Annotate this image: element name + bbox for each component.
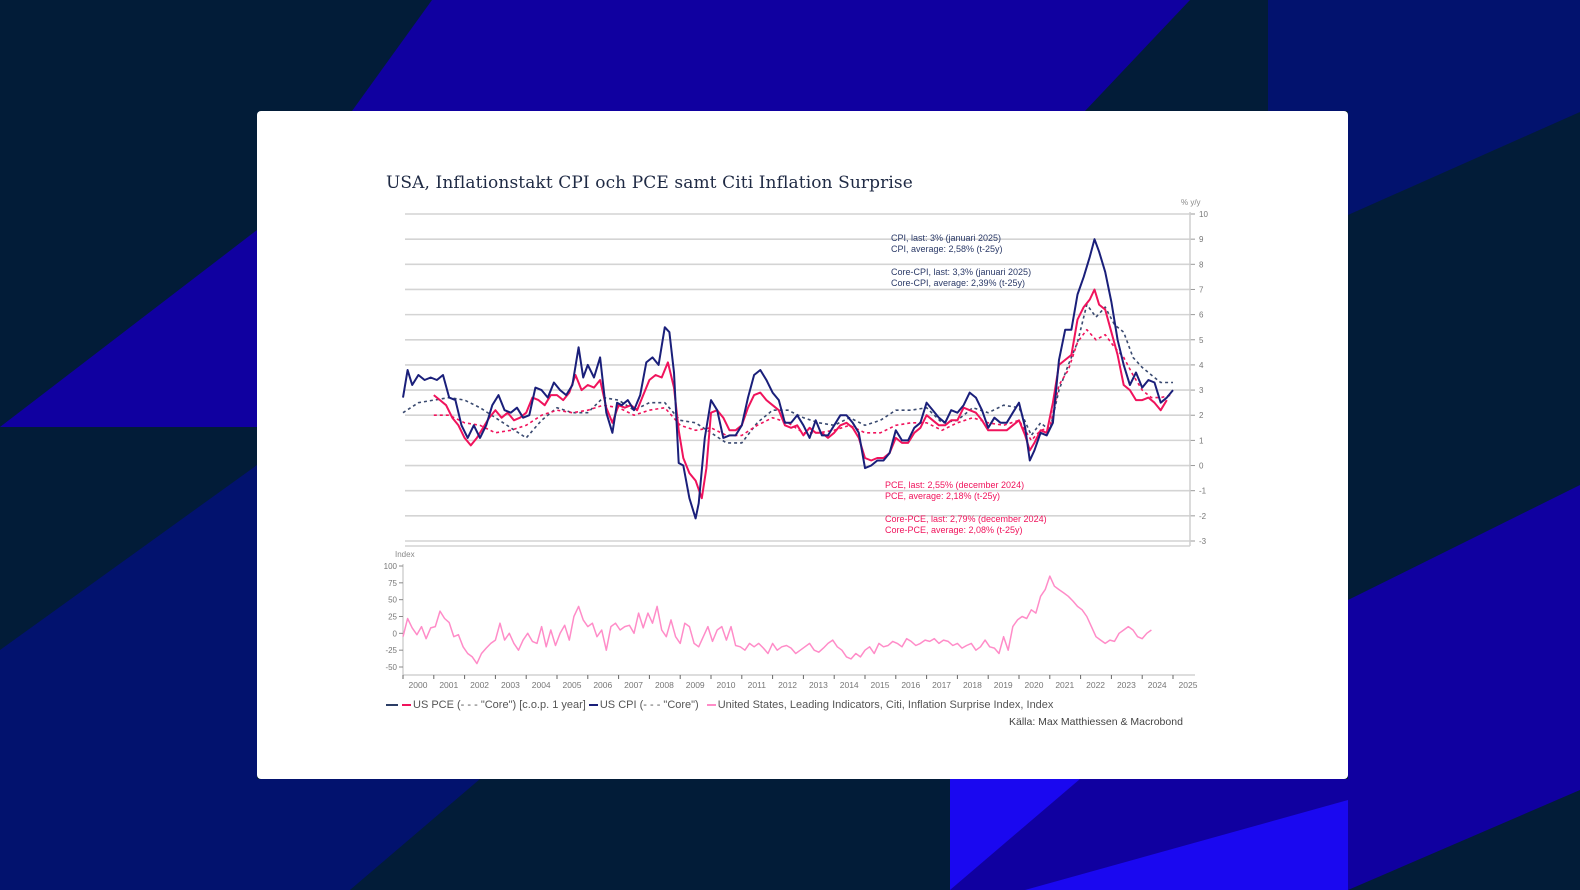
- sub-y-tick-label: -50: [385, 663, 397, 672]
- bg-band-top: [352, 0, 1190, 111]
- sub-y-tick-label: 25: [388, 613, 397, 622]
- x-tick-label: 2024: [1148, 680, 1167, 690]
- legend-citi-label: United States, Leading Indicators, Citi,…: [717, 699, 1054, 711]
- bg-band-right-mid: [1348, 485, 1580, 890]
- annotations: CPI, last: 3% (januari 2025)CPI, average…: [885, 233, 1047, 535]
- series-us-cpi: [402, 238, 1174, 520]
- bg-band-bottom-left: [257, 779, 480, 890]
- y-tick-label: 5: [1199, 336, 1204, 345]
- x-tick-label: 2005: [563, 680, 582, 690]
- x-tick-label: 2020: [1025, 680, 1044, 690]
- chart-title: USA, Inflationstakt CPI och PCE samt Cit…: [386, 173, 913, 193]
- legend-core-dash-swatch: [386, 704, 398, 706]
- x-tick-label: 2019: [994, 680, 1013, 690]
- x-tick-label: 2007: [624, 680, 643, 690]
- bg-band-right-bottom: [1348, 790, 1580, 890]
- x-tick-label: 2013: [809, 680, 828, 690]
- y-tick-label: 1: [1199, 436, 1204, 445]
- annotation-pce: PCE, average: 2,18% (t-25y): [885, 491, 1000, 501]
- x-tick-label: 2017: [932, 680, 951, 690]
- series-us-core-cpi: [402, 303, 1173, 444]
- x-tick-label: 2009: [686, 680, 705, 690]
- x-tick-label: 2003: [501, 680, 520, 690]
- series-us-pce: [433, 288, 1168, 500]
- x-tick-label: 2000: [409, 680, 428, 690]
- annotation-core-pce: Core-PCE, average: 2,08% (t-25y): [885, 525, 1023, 535]
- legend: US PCE (- - - "Core") [c.o.p. 1 year] US…: [386, 699, 1053, 711]
- x-tick-label: 2021: [1055, 680, 1074, 690]
- x-tick-label: 2023: [1117, 680, 1136, 690]
- main-gridlines: [405, 213, 1190, 547]
- sub-y-tick-label: 75: [388, 579, 397, 588]
- y-tick-label: -2: [1199, 512, 1207, 521]
- annotation-core-cpi: Core-CPI, average: 2,39% (t-25y): [891, 278, 1025, 288]
- x-tick-label: 2018: [963, 680, 982, 690]
- bg-band-left: [0, 230, 257, 427]
- series-citi-surprise: [402, 575, 1152, 665]
- legend-cpi-label: US CPI (- - - "Core"): [599, 699, 699, 711]
- series-us-core-pce: [433, 328, 1172, 442]
- bg-band-left-bottom: [0, 465, 257, 890]
- x-tick-label: 2016: [901, 680, 920, 690]
- legend-citi-swatch: [706, 704, 716, 706]
- annotation-cpi: CPI, average: 2,58% (t-25y): [891, 244, 1003, 254]
- y-tick-label: 9: [1199, 235, 1204, 244]
- sub-y-tick-label: 0: [393, 629, 398, 638]
- x-tick-label: 2014: [840, 680, 859, 690]
- annotation-pce: PCE, last: 2,55% (december 2024): [885, 480, 1024, 490]
- y-tick-label: 0: [1199, 462, 1204, 471]
- legend-pce-label: US PCE (- - - "Core") [c.o.p. 1 year]: [413, 699, 586, 711]
- legend-pce-swatch: [402, 704, 411, 706]
- annotation-cpi: CPI, last: 3% (januari 2025): [891, 233, 1001, 243]
- y-tick-label: 7: [1199, 285, 1204, 294]
- legend-cpi-swatch: [588, 704, 598, 706]
- sub-series: [402, 575, 1152, 665]
- y-tick-label: 10: [1199, 210, 1208, 219]
- x-tick-label: 2008: [655, 680, 674, 690]
- bg-band-right-top: [1268, 0, 1580, 215]
- sub-y-unit-label: Index: [395, 550, 415, 559]
- y-tick-label: 4: [1199, 361, 1204, 370]
- x-tick-label: 2001: [439, 680, 458, 690]
- y-tick-label: 3: [1199, 386, 1204, 395]
- x-axis: 2000 2001 2002 2003 2004 2005 2006 2007 2008 2009…: [402, 674, 1198, 690]
- sub-y-tick-label: 50: [388, 596, 397, 605]
- chart-card: [257, 111, 1348, 779]
- main-series: [402, 238, 1174, 520]
- x-tick-label: 2006: [593, 680, 612, 690]
- y-tick-label: -1: [1199, 487, 1207, 496]
- x-tick-label: 2004: [532, 680, 551, 690]
- y-tick-label: 8: [1199, 260, 1204, 269]
- x-tick-label: 2012: [778, 680, 797, 690]
- x-tick-label: 2010: [717, 680, 736, 690]
- bg-band-bottom-diag: [950, 779, 1348, 890]
- x-tick-label: 2022: [1086, 680, 1105, 690]
- sub-y-tick-label: -25: [385, 646, 397, 655]
- annotation-core-cpi: Core-CPI, last: 3,3% (januari 2025): [891, 267, 1031, 277]
- x-tick-label: 2025: [1179, 680, 1198, 690]
- sub-y-axis: Index 100 75 50 25 0 -25 -50: [384, 550, 415, 675]
- x-tick-label: 2015: [871, 680, 890, 690]
- source-note: Källa: Max Matthiessen & Macrobond: [1009, 716, 1183, 728]
- x-tick-label: 2002: [470, 680, 489, 690]
- sub-y-tick-label: 100: [384, 562, 398, 571]
- y-axis-unit-label: % y/y: [1181, 198, 1201, 207]
- x-tick-label: 2011: [748, 680, 767, 690]
- y-tick-label: 2: [1199, 411, 1204, 420]
- y-tick-label: -3: [1199, 537, 1207, 546]
- y-tick-label: 6: [1199, 311, 1204, 320]
- annotation-core-pce: Core-PCE, last: 2,79% (december 2024): [885, 514, 1047, 524]
